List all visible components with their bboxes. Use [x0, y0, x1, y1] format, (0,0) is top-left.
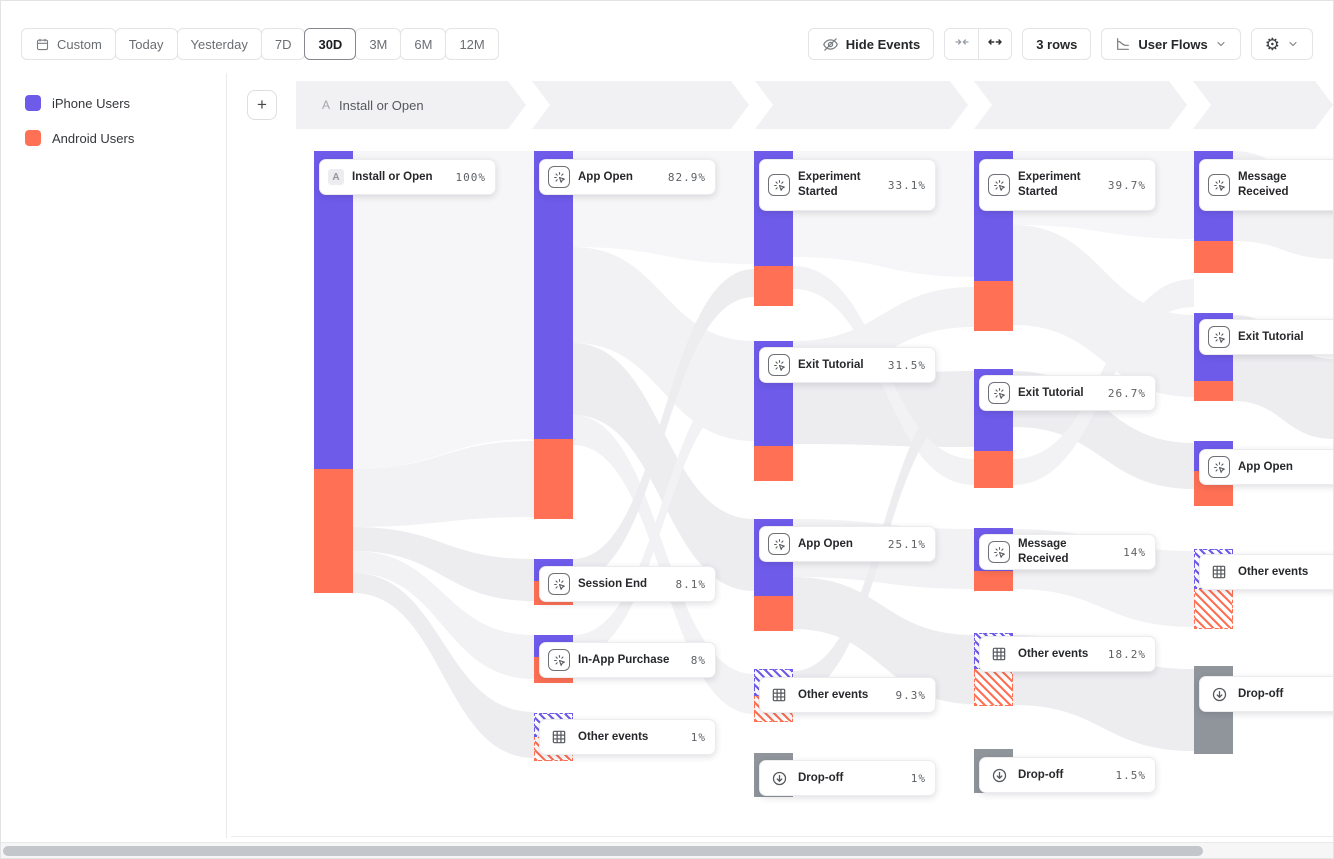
- cursor-click-icon: [548, 649, 570, 671]
- flow-node-message-received-5[interactable]: Message Received: [1199, 159, 1333, 211]
- expand-columns-button[interactable]: [978, 29, 1012, 59]
- path-step-1[interactable]: A Install or Open: [296, 81, 526, 129]
- eye-off-icon: [822, 36, 839, 53]
- path-step-4[interactable]: [974, 81, 1187, 129]
- bar-iphone-app-open: [534, 151, 573, 439]
- view-selector-button[interactable]: User Flows: [1101, 28, 1241, 60]
- grid-icon: [988, 643, 1010, 665]
- date-button-7d[interactable]: 7D: [260, 28, 306, 60]
- legend-item-iphone-users[interactable]: iPhone Users: [25, 95, 134, 111]
- calendar-icon: [35, 37, 50, 52]
- chevron-down-icon: [1287, 38, 1299, 50]
- grid-icon: [1208, 561, 1230, 583]
- bar-android-exit-tutorial-5: [1194, 381, 1233, 401]
- flows-chart-icon: [1115, 36, 1131, 52]
- path-step-5[interactable]: [1193, 81, 1333, 129]
- segment-legend: iPhone Users Android Users: [25, 95, 134, 165]
- grid-icon: [548, 726, 570, 748]
- flow-node-in-app-purchase[interactable]: In-App Purchase 8%: [539, 642, 716, 678]
- gear-icon: ⚙: [1264, 34, 1280, 54]
- toolbar: Custom Today Yesterday 7D 30D 3M 6M 12M …: [21, 28, 1313, 60]
- cursor-click-icon: [988, 382, 1010, 404]
- android-users-swatch: [25, 130, 41, 146]
- add-step-button[interactable]: +: [247, 90, 277, 120]
- date-button-6m[interactable]: 6M: [400, 28, 447, 60]
- iphone-users-swatch: [25, 95, 41, 111]
- bar-android-other-events-5: [1194, 589, 1233, 629]
- path-header-strip: A Install or Open: [296, 81, 1333, 129]
- rows-button[interactable]: 3 rows: [1022, 28, 1092, 60]
- flow-node-install-or-open[interactable]: A Install or Open 100%: [319, 159, 496, 195]
- cursor-click-icon: [1208, 174, 1230, 196]
- step-a-badge: A: [328, 169, 344, 185]
- flow-node-exit-tutorial-4[interactable]: Exit Tutorial 26.7%: [979, 375, 1156, 411]
- arrows-expand-icon: [987, 34, 1003, 55]
- arrows-collapse-icon: [954, 34, 970, 55]
- chevron-down-icon: [1215, 38, 1227, 50]
- bar-android-exit-tutorial: [754, 446, 793, 481]
- flow-node-other-events[interactable]: Other events 1%: [539, 719, 716, 755]
- flow-node-drop-off-4[interactable]: Drop-off 1.5%: [979, 757, 1156, 793]
- flow-node-other-events-5[interactable]: Other events: [1199, 554, 1333, 590]
- bar-android-message-received-4: [974, 571, 1013, 591]
- cursor-click-icon: [548, 166, 570, 188]
- toolbar-right-group: Hide Events 3 rows: [807, 28, 1313, 60]
- flow-node-experiment-started[interactable]: Experiment Started 33.1%: [759, 159, 936, 211]
- cursor-click-icon: [988, 541, 1010, 563]
- horizontal-scrollbar[interactable]: [1, 842, 1333, 858]
- settings-button[interactable]: ⚙: [1250, 28, 1313, 60]
- collapse-columns-button[interactable]: [945, 29, 979, 59]
- arrow-down-circle-icon: [768, 767, 790, 789]
- date-button-yesterday[interactable]: Yesterday: [176, 28, 262, 60]
- date-button-3m[interactable]: 3M: [355, 28, 402, 60]
- flow-node-session-end[interactable]: Session End 8.1%: [539, 566, 716, 602]
- flow-node-exit-tutorial-5[interactable]: Exit Tutorial: [1199, 319, 1333, 355]
- flow-node-app-open-3[interactable]: App Open 25.1%: [759, 526, 936, 562]
- legend-item-android-users[interactable]: Android Users: [25, 130, 134, 146]
- bar-android-app-open-3: [754, 596, 793, 631]
- flow-node-drop-off-5[interactable]: Drop-off: [1199, 676, 1333, 712]
- grid-icon: [768, 684, 790, 706]
- flow-node-message-received-4[interactable]: Message Received 14%: [979, 534, 1156, 570]
- date-button-label: Custom: [57, 36, 102, 52]
- flow-node-other-events-4[interactable]: Other events 18.2%: [979, 636, 1156, 672]
- cursor-click-icon: [548, 573, 570, 595]
- date-range-group: Custom Today Yesterday 7D 30D 3M 6M 12M: [21, 28, 499, 60]
- flow-node-app-open-5[interactable]: App Open: [1199, 449, 1333, 485]
- flow-node-drop-off-3[interactable]: Drop-off 1%: [759, 760, 936, 796]
- bar-android-message-received-5: [1194, 241, 1233, 273]
- cursor-click-icon: [768, 174, 790, 196]
- cursor-click-icon: [768, 354, 790, 376]
- arrow-down-circle-icon: [988, 764, 1010, 786]
- date-button-30d[interactable]: 30D: [304, 28, 357, 60]
- path-step-3[interactable]: [755, 81, 968, 129]
- cursor-click-icon: [1208, 456, 1230, 478]
- flow-node-exit-tutorial[interactable]: Exit Tutorial 31.5%: [759, 347, 936, 383]
- cursor-click-icon: [1208, 326, 1230, 348]
- bar-android-other-events-4: [974, 669, 1013, 706]
- bar-android-experiment-started-4: [974, 281, 1013, 331]
- date-button-today[interactable]: Today: [114, 28, 178, 60]
- hide-events-button[interactable]: Hide Events: [807, 28, 935, 60]
- bar-android-install-or-open: [314, 469, 353, 593]
- plus-icon: +: [257, 95, 267, 114]
- date-button-custom[interactable]: Custom: [21, 28, 116, 60]
- scrollbar-thumb[interactable]: [3, 846, 1203, 856]
- date-button-12m[interactable]: 12M: [445, 28, 499, 60]
- bar-android-experiment-started: [754, 266, 793, 306]
- sidebar-divider: [226, 73, 227, 838]
- bar-iphone-install-or-open: [314, 151, 353, 469]
- chart-bottom-divider: [231, 836, 1333, 837]
- flow-node-app-open[interactable]: App Open 82.9%: [539, 159, 716, 195]
- arrow-down-circle-icon: [1208, 683, 1230, 705]
- flow-node-other-events-3[interactable]: Other events 9.3%: [759, 677, 936, 713]
- cursor-click-icon: [988, 174, 1010, 196]
- flow-node-experiment-started-4[interactable]: Experiment Started 39.7%: [979, 159, 1156, 211]
- cursor-click-icon: [768, 533, 790, 555]
- layout-toggle-group: [944, 28, 1013, 60]
- bar-android-exit-tutorial-4: [974, 451, 1013, 488]
- path-step-2[interactable]: [532, 81, 749, 129]
- bar-android-app-open: [534, 439, 573, 519]
